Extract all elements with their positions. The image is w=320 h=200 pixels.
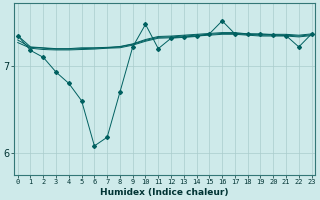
X-axis label: Humidex (Indice chaleur): Humidex (Indice chaleur) <box>100 188 229 197</box>
